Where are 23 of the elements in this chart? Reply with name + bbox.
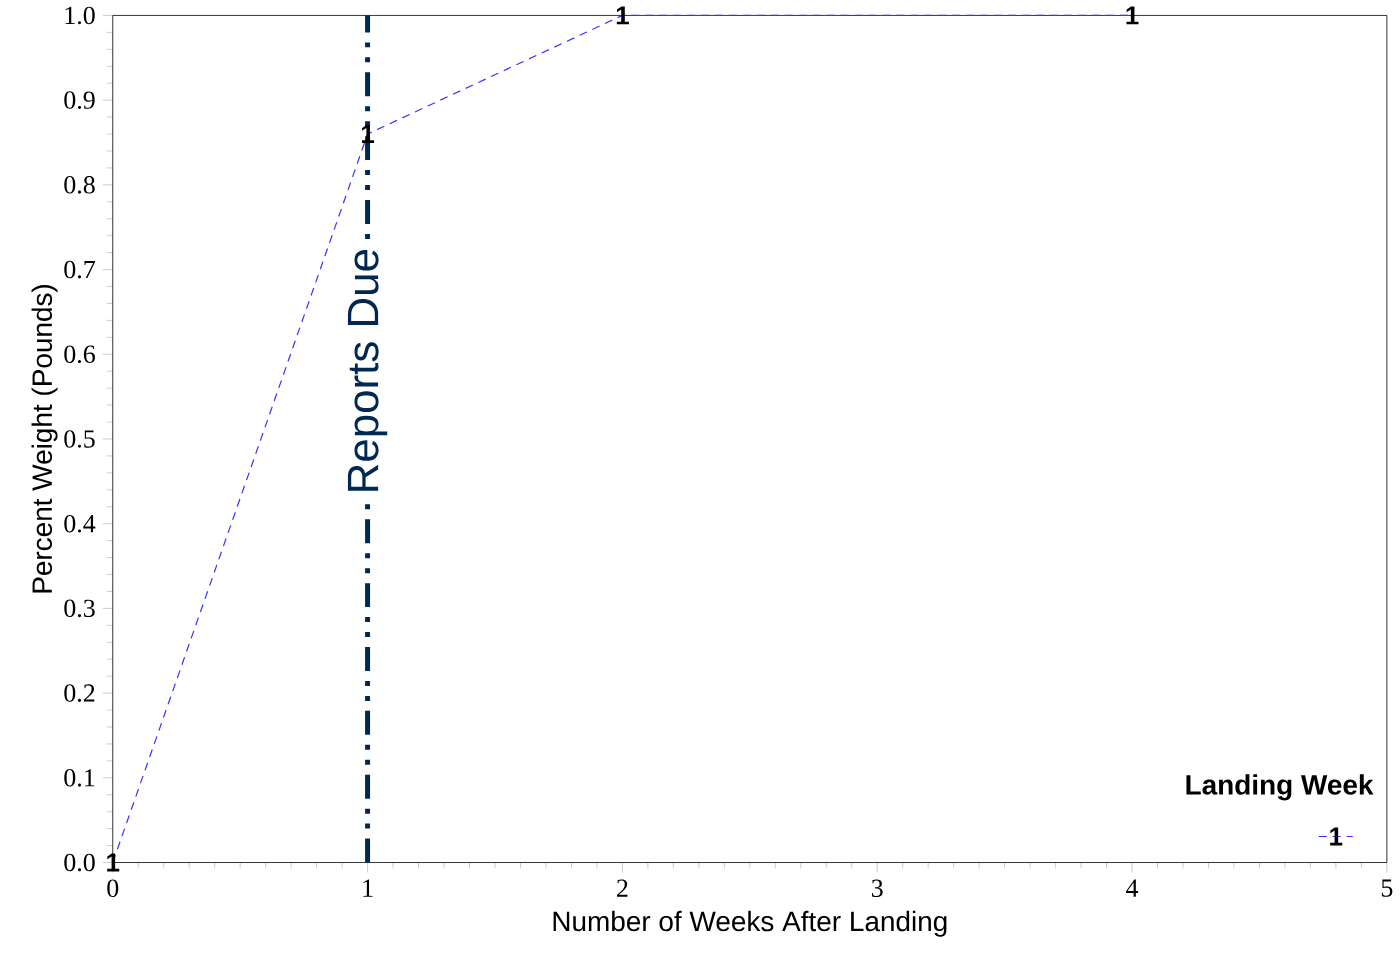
y-tick-label: 0.9 — [64, 91, 95, 109]
y-tick-label: 0.4 — [64, 514, 96, 533]
x-tick-label: 0 — [107, 879, 119, 897]
y-tick-label: 0.3 — [64, 599, 95, 618]
x-tick-label: 3 — [871, 879, 883, 897]
x-axis-title: Number of Weeks After Landing — [553, 910, 947, 937]
legend-label: 1 — [1330, 827, 1343, 846]
y-tick-label: 0.1 — [64, 768, 95, 787]
legend-title: Landing Week — [1186, 774, 1374, 801]
y-tick-label: 0.5 — [64, 430, 95, 448]
y-tick-label: 0.6 — [64, 345, 95, 363]
y-axis-title: Percent Weight (Pounds) — [31, 284, 58, 593]
y-tick-label: 0.8 — [64, 175, 95, 194]
y-tick-label: 1.0 — [65, 6, 95, 25]
x-tick-label: 4 — [1126, 879, 1139, 897]
text: 1 — [361, 124, 375, 143]
y-tick-label: 0.2 — [64, 684, 95, 702]
x-tick-label: 1 — [363, 879, 373, 897]
y-tick-label: 0.0 — [64, 853, 95, 872]
y-tick-label: 0.7 — [64, 260, 95, 279]
ref-line-label: Reports Due — [347, 249, 388, 491]
x-tick-label: 2 — [617, 879, 628, 897]
x-tick-label: 5 — [1381, 879, 1393, 897]
